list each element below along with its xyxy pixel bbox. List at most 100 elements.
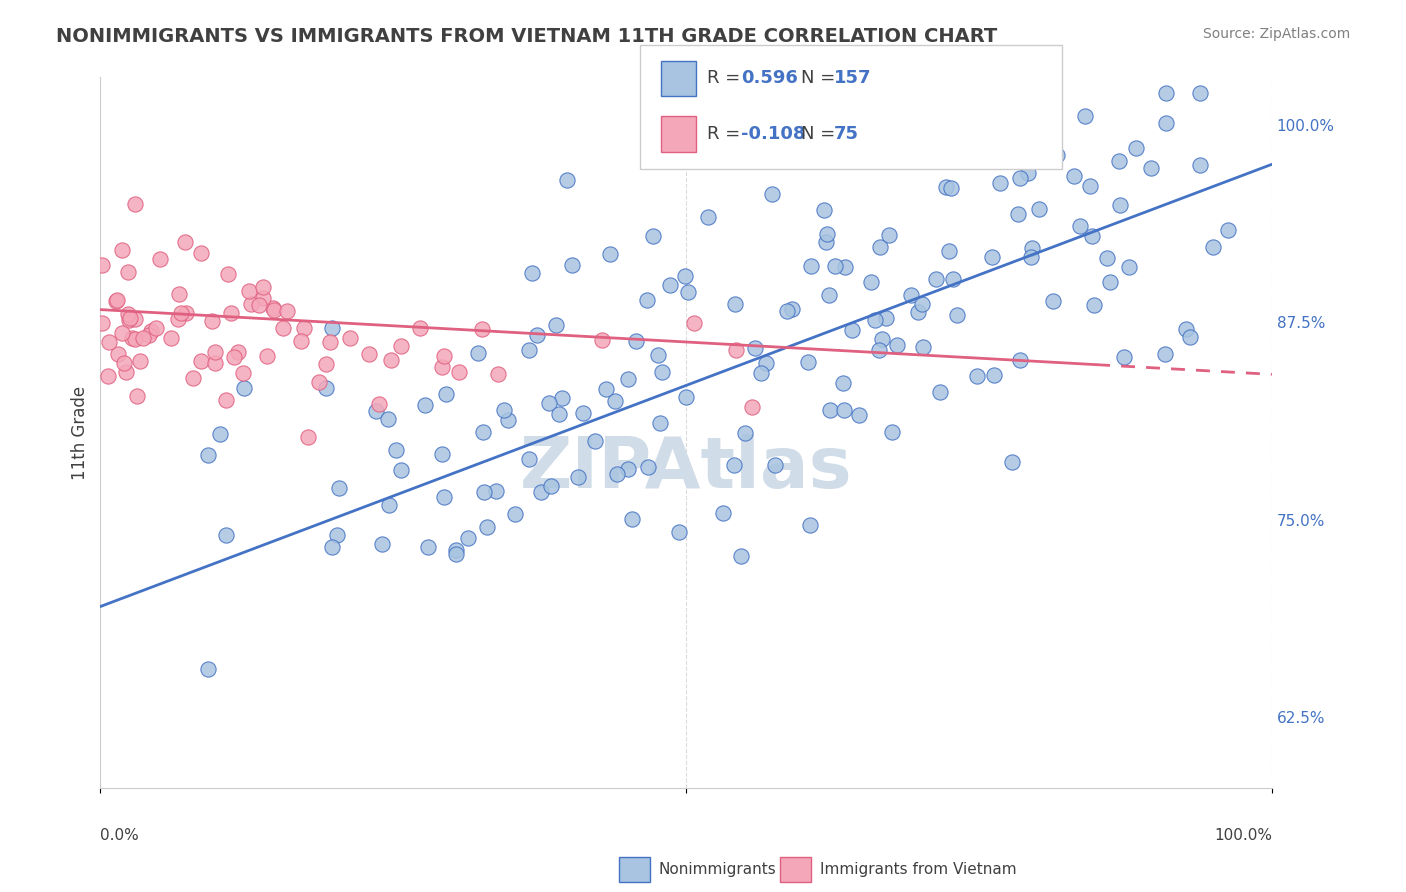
- Point: [877, 228, 900, 243]
- Point: [97, 369, 120, 384]
- Point: [105, 293, 128, 308]
- Point: [166, 311, 188, 326]
- Point: [1140, 161, 1163, 175]
- Point: [741, 400, 763, 414]
- Point: [197, 448, 219, 462]
- Point: [117, 265, 139, 279]
- Point: [503, 507, 526, 521]
- Point: [925, 271, 948, 285]
- Point: [1118, 260, 1140, 274]
- Point: [124, 196, 146, 211]
- Point: [658, 277, 681, 292]
- Point: [676, 285, 699, 300]
- Point: [292, 320, 315, 334]
- Text: N =: N =: [801, 125, 841, 143]
- Point: [117, 307, 139, 321]
- Point: [1007, 206, 1029, 220]
- Point: [624, 334, 647, 348]
- Point: [377, 412, 399, 426]
- Point: [308, 375, 330, 389]
- Point: [326, 528, 349, 542]
- Point: [637, 460, 659, 475]
- Point: [841, 323, 863, 337]
- Point: [98, 335, 121, 350]
- Point: [321, 321, 343, 335]
- Point: [118, 310, 141, 325]
- Point: [981, 251, 1004, 265]
- Point: [723, 458, 745, 472]
- Point: [651, 365, 673, 379]
- Point: [385, 442, 408, 457]
- Point: [540, 478, 562, 492]
- Point: [114, 356, 136, 370]
- Point: [430, 448, 453, 462]
- Point: [389, 463, 412, 477]
- Point: [683, 317, 706, 331]
- Point: [238, 284, 260, 298]
- Point: [755, 356, 778, 370]
- Point: [174, 306, 197, 320]
- Point: [226, 344, 249, 359]
- Point: [546, 318, 568, 332]
- Point: [724, 297, 747, 311]
- Point: [1042, 294, 1064, 309]
- Point: [966, 368, 988, 383]
- Point: [530, 485, 553, 500]
- Point: [477, 520, 499, 534]
- Point: [124, 332, 146, 346]
- Point: [551, 391, 574, 405]
- Point: [1125, 141, 1147, 155]
- Point: [484, 484, 506, 499]
- Point: [492, 403, 515, 417]
- Point: [432, 359, 454, 374]
- Point: [820, 403, 842, 417]
- Point: [328, 481, 350, 495]
- Point: [935, 180, 957, 194]
- Point: [983, 368, 1005, 382]
- Point: [181, 371, 204, 385]
- Point: [868, 343, 890, 357]
- Point: [818, 288, 841, 302]
- Point: [1095, 251, 1118, 265]
- Point: [824, 260, 846, 274]
- Point: [929, 384, 952, 399]
- Point: [776, 304, 799, 318]
- Point: [145, 320, 167, 334]
- Point: [697, 210, 720, 224]
- Point: [472, 485, 495, 500]
- Point: [990, 176, 1012, 190]
- Point: [730, 549, 752, 564]
- Point: [641, 229, 664, 244]
- Point: [433, 490, 456, 504]
- Point: [467, 346, 489, 360]
- Point: [209, 427, 232, 442]
- Point: [1153, 347, 1175, 361]
- Point: [91, 258, 114, 272]
- Point: [290, 334, 312, 348]
- Point: [1074, 109, 1097, 123]
- Point: [675, 390, 697, 404]
- Point: [572, 406, 595, 420]
- Point: [457, 531, 479, 545]
- Point: [799, 518, 821, 533]
- Point: [315, 357, 337, 371]
- Point: [636, 293, 658, 307]
- Point: [471, 425, 494, 440]
- Point: [204, 356, 226, 370]
- Point: [763, 458, 786, 472]
- Point: [1098, 275, 1121, 289]
- Point: [1063, 169, 1085, 183]
- Point: [907, 305, 929, 319]
- Point: [447, 366, 470, 380]
- Point: [761, 186, 783, 201]
- Point: [446, 547, 468, 561]
- Point: [725, 343, 748, 358]
- Point: [149, 252, 172, 266]
- Point: [215, 528, 238, 542]
- Point: [131, 331, 153, 345]
- Point: [197, 662, 219, 676]
- Point: [128, 354, 150, 368]
- Point: [904, 100, 927, 114]
- Text: 157: 157: [834, 70, 872, 87]
- Point: [537, 396, 560, 410]
